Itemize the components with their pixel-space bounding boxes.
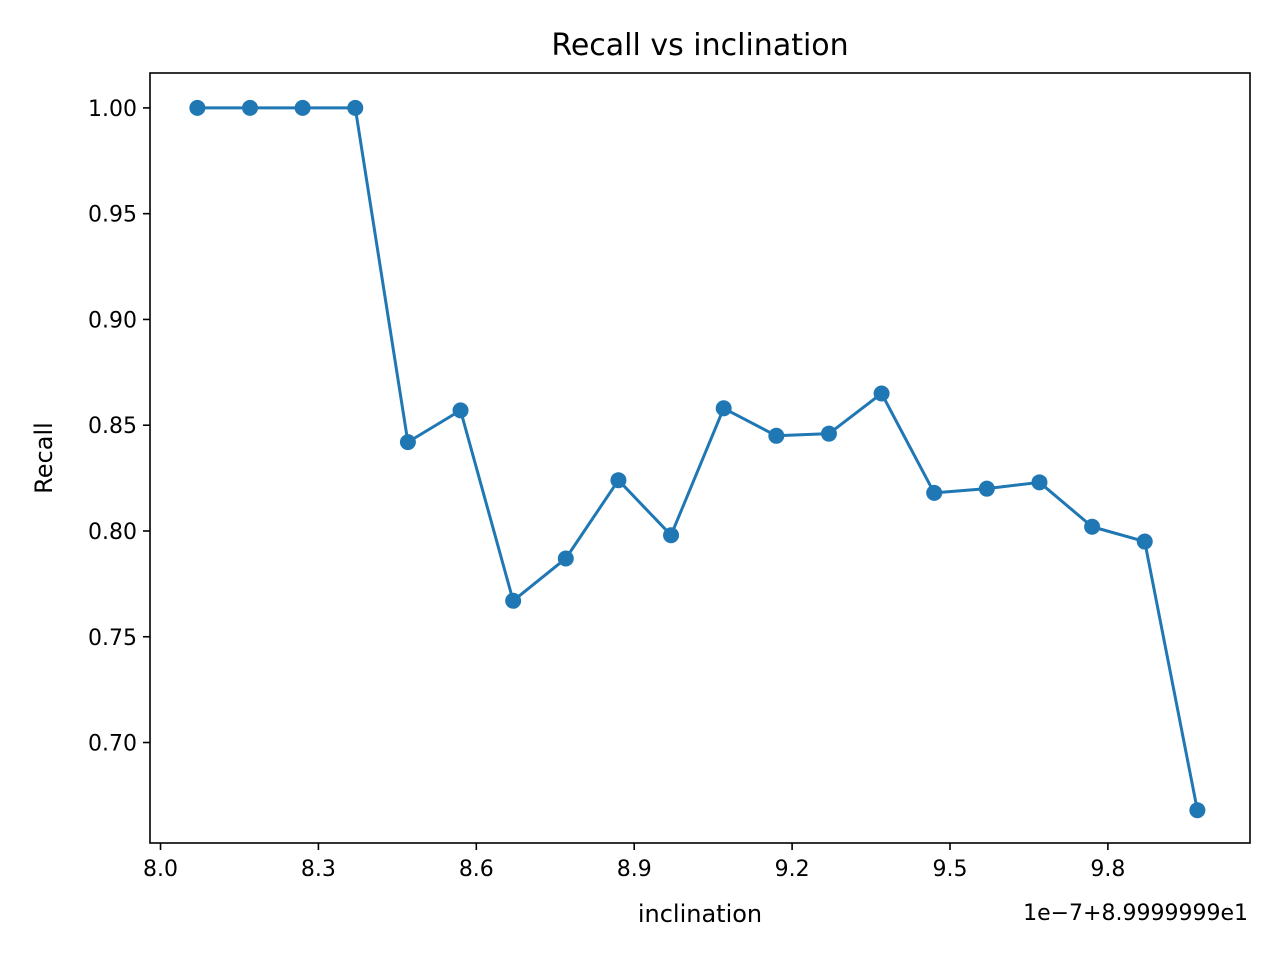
data-point	[873, 385, 890, 402]
x-tick-label: 9.2	[775, 857, 810, 882]
data-point	[1189, 802, 1206, 819]
series-line	[195, 106, 1199, 812]
x-axis-ticks: 8.0 8.3 8.6 8.9 9.2 9.5 9.8	[143, 843, 1125, 882]
data-point	[663, 527, 680, 544]
data-point	[242, 99, 258, 116]
x-tick-label: 8.0	[143, 857, 178, 882]
data-point	[1136, 533, 1153, 550]
y-tick-label: 1.00	[88, 97, 137, 122]
data-point	[820, 425, 837, 442]
y-tick-label: 0.95	[88, 203, 137, 228]
data-point	[978, 480, 995, 497]
data-point	[505, 592, 522, 609]
x-axis-label: inclination	[638, 900, 762, 928]
data-point	[926, 484, 943, 501]
axes-frame	[149, 72, 1251, 844]
data-point	[399, 434, 416, 451]
data-point	[610, 472, 627, 489]
y-axis-label: Recall	[30, 422, 58, 494]
data-point	[768, 427, 785, 444]
plot-area	[189, 99, 1206, 819]
data-point	[452, 402, 469, 419]
data-point	[1031, 474, 1048, 491]
data-point	[1084, 518, 1101, 535]
x-tick-label: 9.5	[933, 857, 968, 882]
x-tick-label: 8.6	[459, 857, 494, 882]
data-point	[347, 99, 364, 116]
data-point	[715, 400, 732, 417]
x-tick-label: 9.8	[1090, 857, 1125, 882]
data-point	[189, 99, 206, 116]
y-tick-label: 0.85	[88, 414, 137, 439]
x-tick-label: 8.3	[301, 857, 336, 882]
data-point	[557, 550, 574, 567]
y-tick-label: 0.75	[88, 626, 137, 651]
y-tick-label: 0.80	[88, 520, 137, 545]
x-axis-offset-label: 1e−7+8.9999999e1	[1023, 901, 1248, 926]
data-point	[294, 99, 311, 116]
y-axis-ticks: 0.70 0.75 0.80 0.85 0.90 0.95 1.00	[88, 97, 150, 757]
x-tick-label: 8.9	[617, 857, 652, 882]
chart-title: Recall vs inclination	[551, 28, 848, 63]
y-tick-label: 0.90	[88, 308, 137, 333]
y-tick-label: 0.70	[88, 732, 137, 757]
